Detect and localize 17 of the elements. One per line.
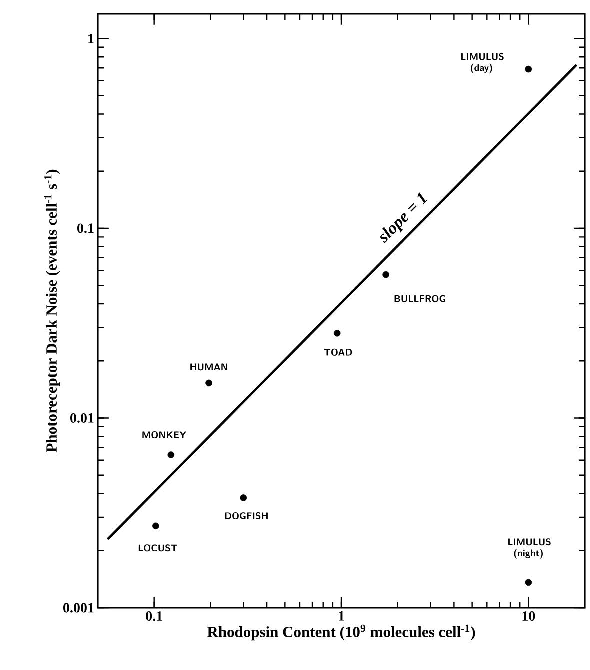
annotation: LIMULUS (day) (462, 53, 504, 74)
y-axis-title: Photoreceptor Dark Noise (events cell$^{-1}$ s$^{-1}$) (44, 170, 60, 452)
x-tick-label: 1 (339, 612, 344, 621)
annotation: BULLFROG (394, 295, 446, 302)
y-tick-label: 1 (88, 34, 94, 44)
x-tick-label: 10 (522, 612, 536, 621)
annotation: HUMAN (190, 364, 228, 371)
y-tick-label: 0.1 (78, 224, 94, 234)
x-axis-title: Rhodopsin Content (10$^{9}$ molecules cell$^{-1}$) (207, 624, 476, 641)
annotation: TOAD (324, 348, 352, 356)
y-tick-label: 0.01 (70, 413, 94, 424)
annotation: MONKEY (142, 432, 186, 439)
y-tick-label: 0.001 (64, 603, 94, 613)
x-tick-label: 0.1 (146, 612, 162, 622)
annotation: DOGFISH (225, 512, 268, 520)
annotation: LIMULUS (night) (508, 538, 551, 559)
annotation: LOCUST (138, 544, 178, 552)
